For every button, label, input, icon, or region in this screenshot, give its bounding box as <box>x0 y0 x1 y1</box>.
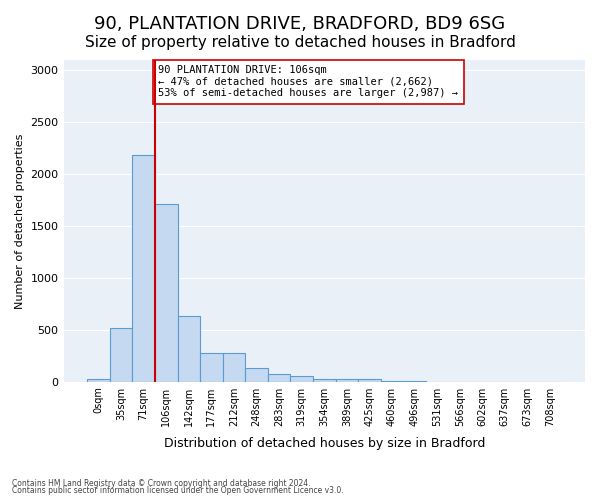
Bar <box>178 316 200 382</box>
Bar <box>155 204 178 382</box>
Bar <box>290 376 313 382</box>
Text: 90 PLANTATION DRIVE: 106sqm
← 47% of detached houses are smaller (2,662)
53% of : 90 PLANTATION DRIVE: 106sqm ← 47% of det… <box>158 65 458 98</box>
Bar <box>223 352 245 382</box>
X-axis label: Distribution of detached houses by size in Bradford: Distribution of detached houses by size … <box>164 437 485 450</box>
Bar <box>133 156 155 382</box>
Bar <box>403 380 426 382</box>
Text: Contains HM Land Registry data © Crown copyright and database right 2024.: Contains HM Land Registry data © Crown c… <box>12 478 311 488</box>
Bar <box>110 328 133 382</box>
Bar <box>313 378 335 382</box>
Bar <box>245 368 268 382</box>
Text: Contains public sector information licensed under the Open Government Licence v3: Contains public sector information licen… <box>12 486 344 495</box>
Bar <box>381 380 403 382</box>
Y-axis label: Number of detached properties: Number of detached properties <box>15 133 25 308</box>
Text: 90, PLANTATION DRIVE, BRADFORD, BD9 6SG: 90, PLANTATION DRIVE, BRADFORD, BD9 6SG <box>94 15 506 33</box>
Bar <box>200 352 223 382</box>
Text: Size of property relative to detached houses in Bradford: Size of property relative to detached ho… <box>85 35 515 50</box>
Bar <box>358 378 381 382</box>
Bar <box>268 374 290 382</box>
Bar <box>87 378 110 382</box>
Bar <box>335 379 358 382</box>
